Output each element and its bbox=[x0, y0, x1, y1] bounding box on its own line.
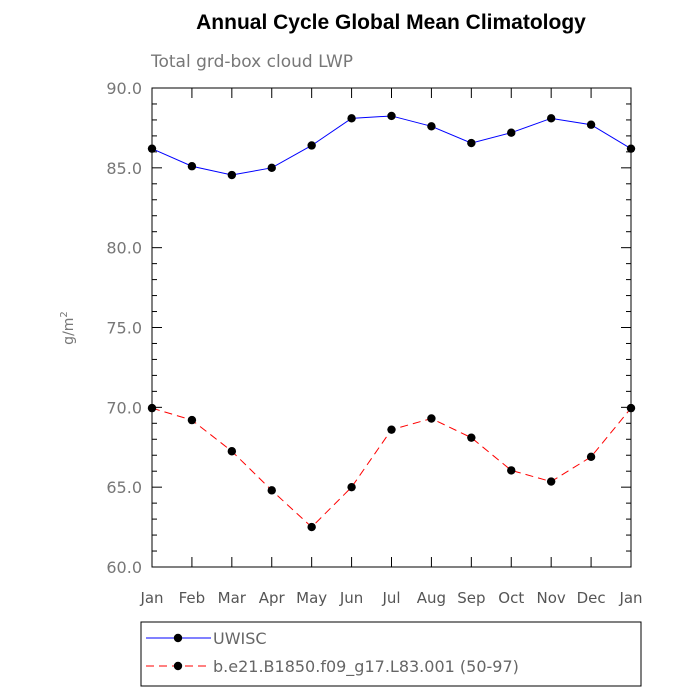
x-tick-label: May bbox=[296, 589, 327, 607]
series-0-point bbox=[267, 163, 276, 173]
series-1-point bbox=[267, 486, 276, 495]
plot-frame bbox=[151, 87, 632, 568]
series-0-point bbox=[147, 144, 157, 153]
x-tick-label: Sep bbox=[457, 589, 485, 607]
series-0-point bbox=[347, 114, 356, 123]
series-0-point bbox=[227, 170, 237, 180]
series-1-point bbox=[347, 482, 356, 492]
y-axis-label-exponent: 2 bbox=[59, 311, 70, 317]
legend-box bbox=[140, 621, 642, 687]
chart-title: Annual Cycle Global Mean Climatology bbox=[196, 11, 586, 34]
x-axis-ticks: Jan Feb Mar Apr May Jun Jul Aug Sep Oct Nov Dec Jan bbox=[139, 88, 643, 607]
x-tick-label: Jan bbox=[618, 589, 642, 607]
series-1-point bbox=[307, 522, 316, 532]
x-tick-label: Dec bbox=[577, 589, 606, 607]
chart-subtitle: Total grd-box cloud LWP bbox=[150, 52, 353, 72]
legend-marker-0 bbox=[173, 633, 183, 643]
series-0-point bbox=[507, 128, 516, 137]
series-1-point bbox=[546, 477, 556, 486]
legend-label-1: b.e21.B1850.f09_g17.L83.001 (50-97) bbox=[213, 657, 519, 677]
legend: UWISC b.e21.B1850.f09_g17.L83.001 (50-97) bbox=[146, 629, 519, 677]
x-tick-label: Oct bbox=[498, 589, 524, 607]
y-axis-ticks: 60.0 65.0 70.0 75.0 80.0 85.0 90.0 bbox=[106, 79, 631, 577]
series-1-point bbox=[586, 452, 596, 462]
series-0-point bbox=[467, 138, 476, 148]
series-1-point bbox=[427, 414, 436, 423]
x-tick-label: Mar bbox=[218, 589, 247, 607]
series-0-point bbox=[586, 120, 596, 129]
series-1-point bbox=[467, 433, 476, 442]
x-tick-label: Jun bbox=[339, 589, 363, 607]
y-tick-label: 70.0 bbox=[106, 398, 142, 417]
legend-label-0: UWISC bbox=[213, 629, 267, 648]
y-tick-label: 65.0 bbox=[106, 478, 142, 497]
series-0-point bbox=[307, 141, 316, 150]
legend-marker-1 bbox=[173, 661, 183, 671]
series-0-point bbox=[626, 144, 636, 153]
y-axis-label: g/m2 bbox=[59, 311, 77, 345]
series-1-point bbox=[187, 415, 197, 425]
series-line-0 bbox=[151, 115, 632, 176]
series-0-point bbox=[427, 122, 436, 131]
x-tick-label: Nov bbox=[537, 589, 566, 607]
series-1-point bbox=[147, 403, 157, 413]
x-tick-label: Aug bbox=[417, 589, 446, 607]
y-tick-label: 75.0 bbox=[106, 319, 142, 338]
x-tick-label: Jul bbox=[381, 589, 400, 607]
series-layer bbox=[147, 111, 636, 532]
x-tick-label: Apr bbox=[259, 589, 286, 607]
y-tick-label: 60.0 bbox=[106, 558, 142, 577]
series-1-point bbox=[227, 447, 237, 456]
y-axis-label-unit: g/m bbox=[61, 318, 77, 345]
y-tick-label: 80.0 bbox=[106, 239, 142, 258]
series-0-point bbox=[387, 111, 396, 121]
x-tick-label: Jan bbox=[139, 589, 163, 607]
x-tick-label: Feb bbox=[179, 589, 206, 607]
series-0-point bbox=[187, 162, 197, 171]
series-1-point bbox=[387, 425, 396, 434]
series-1-point bbox=[626, 403, 636, 413]
series-0-point bbox=[546, 114, 556, 123]
y-tick-label: 90.0 bbox=[106, 79, 142, 98]
y-tick-label: 85.0 bbox=[106, 159, 142, 178]
series-1-point bbox=[507, 466, 516, 475]
